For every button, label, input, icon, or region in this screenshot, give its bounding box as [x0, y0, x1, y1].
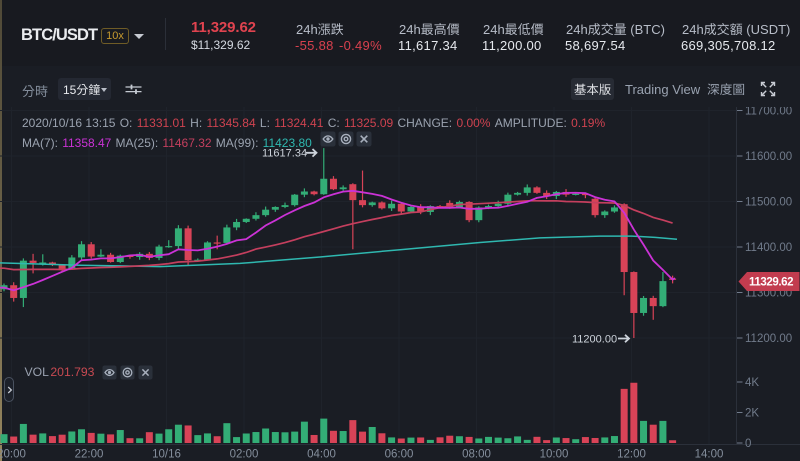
svg-text:04:00: 04:00: [307, 449, 336, 461]
svg-text:12:00: 12:00: [617, 449, 646, 461]
svg-text:4K: 4K: [745, 377, 759, 389]
svg-text:20:00: 20:00: [0, 449, 26, 461]
svg-text:24h: 24h: [399, 22, 421, 37]
svg-text:24h: 24h: [682, 22, 704, 37]
svg-text:24h: 24h: [296, 22, 318, 37]
svg-text:22:00: 22:00: [75, 449, 104, 461]
svg-text:02:00: 02:00: [230, 449, 259, 461]
svg-text:(BTC): (BTC): [627, 22, 665, 37]
svg-text:11617.34: 11617.34: [262, 148, 307, 160]
svg-text:11200.00: 11200.00: [572, 334, 617, 346]
svg-text:2K: 2K: [745, 408, 759, 420]
svg-text:06:00: 06:00: [385, 449, 414, 461]
svg-text:08:00: 08:00: [462, 449, 491, 461]
svg-text:0: 0: [745, 438, 751, 450]
svg-text:14:00: 14:00: [695, 449, 724, 461]
svg-text:24h: 24h: [483, 22, 505, 37]
svg-text:24h: 24h: [566, 22, 588, 37]
svg-text:11500.00: 11500.00: [745, 197, 792, 209]
svg-text:11200.00: 11200.00: [745, 333, 792, 345]
svg-text:11400.00: 11400.00: [745, 242, 792, 254]
svg-text:11329.62: 11329.62: [749, 277, 793, 289]
svg-text:(USDT): (USDT): [743, 22, 791, 37]
svg-text:11600.00: 11600.00: [745, 151, 792, 163]
svg-text:15: 15: [63, 83, 77, 97]
svg-text:10:00: 10:00: [540, 449, 569, 461]
svg-text:11700.00: 11700.00: [745, 107, 792, 118]
svg-text:10/16: 10/16: [152, 449, 181, 461]
